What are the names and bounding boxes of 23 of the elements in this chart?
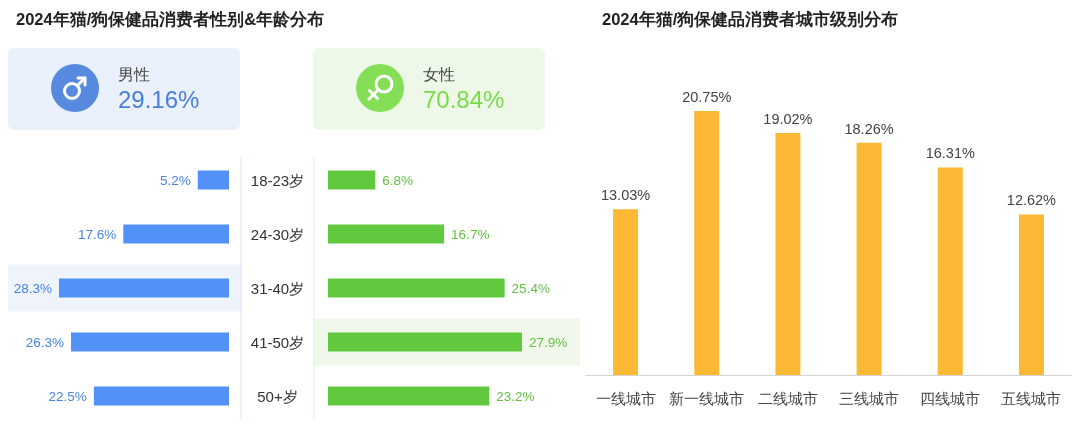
- data-label: 12.62%: [1006, 192, 1056, 209]
- data-label: 25.4%: [511, 281, 550, 296]
- data-label: 19.02%: [763, 111, 813, 127]
- data-label: 16.31%: [925, 145, 975, 162]
- data-label: 18.26%: [844, 120, 894, 137]
- category-label: 新一线城市: [669, 391, 745, 407]
- data-label: 23.2%: [496, 389, 535, 404]
- category-label: 四线城市: [920, 391, 981, 407]
- category-label: 18-23岁: [250, 171, 305, 189]
- data-label: 27.9%: [529, 335, 568, 350]
- category-label: 31-40岁: [250, 279, 305, 297]
- title: 2024年猫/狗保健品消费者城市级别分布: [602, 10, 899, 28]
- data-label: 6.8%: [382, 173, 414, 188]
- category-label: 一线城市: [595, 391, 656, 407]
- category-label: 三线城市: [839, 391, 900, 407]
- data-label: 20.75%: [682, 89, 732, 105]
- category-label: 五线城市: [1001, 391, 1062, 407]
- category-label: 24-30岁: [250, 225, 305, 243]
- category-label: 41-50岁: [250, 333, 305, 351]
- data-label: 16.7%: [451, 227, 490, 242]
- data-label: 13.03%: [601, 187, 651, 204]
- category-label: 50+岁: [257, 387, 298, 405]
- category-label: 二线城市: [757, 391, 818, 407]
